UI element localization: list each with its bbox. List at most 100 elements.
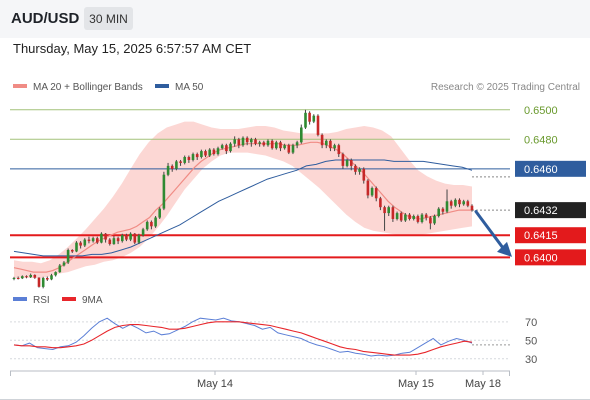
symbol-title: AUD/USD bbox=[11, 10, 80, 27]
candle-body bbox=[108, 239, 112, 244]
candle-body bbox=[233, 139, 236, 144]
rsi-9ma-line bbox=[13, 321, 473, 356]
ma9-legend-label: 9MA bbox=[82, 295, 103, 306]
header-bar: AUD/USD 30 MIN bbox=[0, 0, 590, 38]
level-label-0.6415: 0.6415 bbox=[524, 230, 558, 242]
candle-body bbox=[116, 238, 120, 242]
ma20-legend-swatch bbox=[13, 84, 27, 88]
rsi-panel: 70 50 30 bbox=[10, 317, 537, 366]
candle-body bbox=[258, 142, 261, 144]
candle-body bbox=[141, 229, 145, 236]
candle-body bbox=[83, 239, 87, 246]
candle-body bbox=[245, 137, 249, 143]
level-badge-0.6400 bbox=[515, 249, 586, 266]
candle-body bbox=[366, 180, 370, 196]
candle-body bbox=[262, 142, 266, 146]
level-badge-0.6432 bbox=[515, 202, 586, 219]
candle-body bbox=[104, 233, 107, 240]
candle-body bbox=[458, 199, 461, 205]
candle-body bbox=[441, 208, 445, 212]
candle-body bbox=[437, 208, 440, 217]
candle-body bbox=[75, 242, 78, 252]
candle-body bbox=[333, 145, 336, 149]
candle-body bbox=[216, 148, 220, 155]
candle-body bbox=[179, 161, 182, 163]
candle-body bbox=[325, 140, 328, 146]
candle-body bbox=[158, 208, 161, 218]
candle-body bbox=[287, 145, 291, 153]
candle-body bbox=[187, 157, 191, 160]
candle-body bbox=[16, 278, 20, 279]
candle-body bbox=[162, 174, 166, 209]
candle-body bbox=[275, 142, 278, 149]
candle-body bbox=[154, 217, 157, 227]
candle-body bbox=[54, 272, 57, 276]
forecast-arrow-head bbox=[497, 241, 512, 257]
candle-body bbox=[454, 199, 457, 206]
candle-body bbox=[337, 145, 341, 155]
ma9-legend-swatch bbox=[62, 297, 76, 301]
level-badge-0.6415 bbox=[515, 227, 586, 244]
candle-body bbox=[404, 214, 407, 221]
rsi-line bbox=[13, 317, 473, 357]
candle-body bbox=[145, 221, 149, 230]
candle-body bbox=[166, 165, 170, 175]
candle-body bbox=[304, 112, 307, 128]
candle-body bbox=[399, 213, 403, 221]
candle-body bbox=[175, 161, 178, 169]
forecast-arrow bbox=[474, 210, 512, 257]
candle-body bbox=[121, 235, 124, 242]
key-levels bbox=[10, 109, 510, 259]
candle-body bbox=[449, 201, 453, 206]
candle-body bbox=[208, 149, 211, 156]
candle-body bbox=[241, 137, 245, 146]
candle-body bbox=[195, 154, 199, 158]
candle-body bbox=[408, 214, 411, 219]
candle-body bbox=[445, 201, 449, 212]
level-label-0.6460: 0.6460 bbox=[524, 164, 558, 176]
x-tick-label: May 15 bbox=[398, 378, 434, 390]
candle-body bbox=[395, 213, 399, 219]
candle-body bbox=[291, 145, 295, 153]
level-badge-0.6460 bbox=[515, 160, 586, 177]
timeframe-button[interactable]: 30 MIN bbox=[84, 7, 133, 30]
candle-body bbox=[358, 168, 361, 172]
attribution: Research © 2025 Trading Central bbox=[431, 82, 580, 93]
candle-body bbox=[320, 134, 324, 146]
level-label-0.6480: 0.6480 bbox=[524, 134, 558, 146]
bollinger-band bbox=[14, 121, 472, 278]
candle-body bbox=[21, 276, 24, 279]
rsi-legend-label: RSI bbox=[33, 295, 50, 306]
candle-body bbox=[250, 139, 253, 143]
candle-body bbox=[295, 142, 299, 146]
candle-body bbox=[466, 201, 470, 206]
candle-body bbox=[391, 207, 395, 219]
x-axis-ticks: May 14 May 15 May 18 bbox=[197, 371, 501, 390]
rsi-tick-50: 50 bbox=[525, 335, 537, 347]
x-tick-label: May 18 bbox=[465, 378, 501, 390]
candle-body bbox=[266, 140, 270, 146]
candle-body bbox=[191, 154, 195, 160]
price-legend: MA 20 + Bollinger Bands MA 50 bbox=[13, 82, 204, 93]
candle-body bbox=[279, 142, 282, 149]
candle-body bbox=[220, 145, 224, 149]
candle-body bbox=[137, 235, 141, 243]
candle-body bbox=[87, 239, 91, 242]
candle-body bbox=[129, 233, 132, 240]
candle-body bbox=[350, 160, 353, 166]
candle-body bbox=[41, 278, 45, 287]
candle-body bbox=[312, 115, 316, 122]
rsi-tick-30: 30 bbox=[525, 354, 537, 366]
rsi-tick-70: 70 bbox=[525, 317, 537, 329]
candle-body bbox=[170, 165, 174, 169]
candle-body bbox=[316, 115, 320, 135]
rsi-legend-swatch bbox=[13, 297, 27, 301]
x-tick-label: May 14 bbox=[197, 378, 233, 390]
candle-body bbox=[370, 188, 374, 196]
timestamp: Thursday, May 15, 2025 6:57:57 AM CET bbox=[13, 41, 252, 56]
candle-body bbox=[50, 275, 53, 280]
candle-body bbox=[429, 217, 432, 224]
candle-body bbox=[25, 276, 28, 278]
candle-body bbox=[254, 139, 257, 144]
